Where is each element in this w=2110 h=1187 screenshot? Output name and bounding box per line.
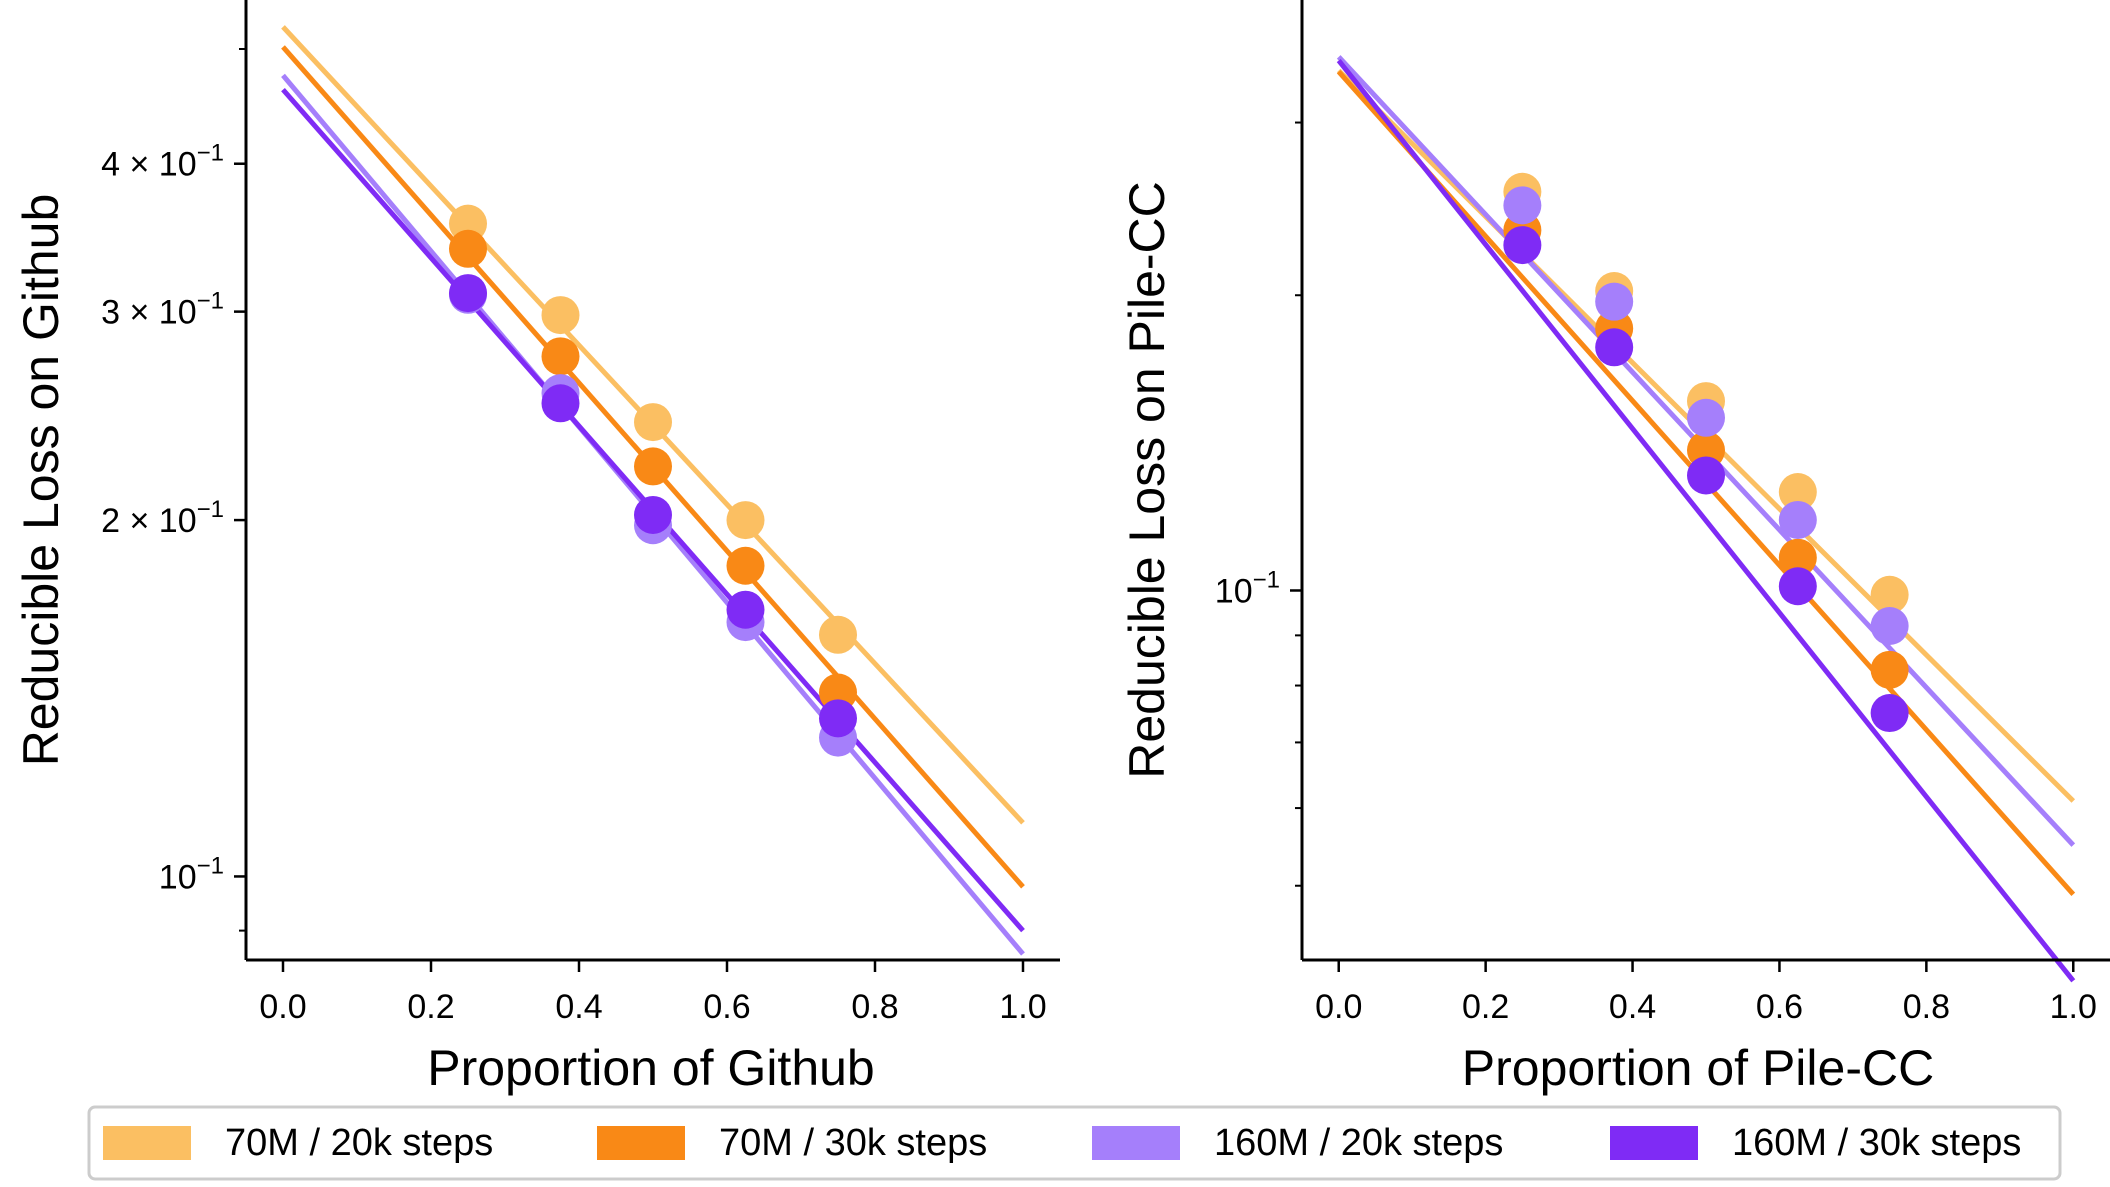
data-point-160m-30k-steps bbox=[1778, 567, 1817, 606]
x-tick-label: 0.8 bbox=[851, 988, 898, 1026]
data-point-70m-20k-steps bbox=[819, 615, 857, 654]
data-point-70m-20k-steps bbox=[634, 403, 672, 442]
data-point-70m-30k-steps bbox=[634, 447, 672, 486]
y-axis-label: Reducible Loss on Pile-CC bbox=[1119, 181, 1175, 779]
y-tick-label: 3 × 10−1 bbox=[101, 288, 224, 332]
x-tick-label: 0.6 bbox=[703, 988, 750, 1026]
x-tick-label: 0.0 bbox=[259, 988, 306, 1026]
x-tick-label: 1.0 bbox=[999, 988, 1046, 1026]
legend-label-70m-30k-steps: 70M / 30k steps bbox=[719, 1122, 987, 1164]
x-tick-label: 1.0 bbox=[2050, 988, 2097, 1026]
legend-label-160m-30k-steps: 160M / 30k steps bbox=[1732, 1122, 2021, 1164]
x-tick-label: 0.0 bbox=[1315, 988, 1362, 1026]
data-point-160m-20k-steps bbox=[1870, 607, 1909, 646]
legend-swatch-160m-30k-steps bbox=[1610, 1126, 1698, 1160]
data-point-70m-20k-steps bbox=[1870, 575, 1909, 614]
legend-label-160m-20k-steps: 160M / 20k steps bbox=[1214, 1122, 1503, 1164]
legend-frame bbox=[87, 1105, 2062, 1181]
data-point-160m-20k-steps bbox=[1778, 500, 1817, 539]
x-axis-label: Proportion of Github bbox=[427, 1040, 875, 1096]
legend-label-70m-20k-steps: 70M / 20k steps bbox=[225, 1122, 493, 1164]
data-point-160m-30k-steps bbox=[1503, 226, 1542, 265]
data-point-160m-30k-steps bbox=[449, 274, 487, 313]
data-point-160m-30k-steps bbox=[1687, 456, 1725, 495]
data-point-160m-20k-steps bbox=[1687, 398, 1725, 437]
y-tick-label: 4 × 10−1 bbox=[101, 140, 224, 184]
x-tick-label: 0.8 bbox=[1903, 988, 1950, 1026]
legend-swatch-160m-20k-steps bbox=[1092, 1126, 1180, 1160]
legend-swatch-70m-30k-steps bbox=[597, 1126, 685, 1160]
data-point-160m-30k-steps bbox=[541, 384, 580, 423]
data-point-70m-30k-steps bbox=[541, 337, 580, 376]
x-tick-label: 0.2 bbox=[407, 988, 454, 1026]
data-point-160m-30k-steps bbox=[819, 699, 857, 738]
x-axis-label: Proportion of Pile-CC bbox=[1462, 1040, 1934, 1096]
data-point-70m-30k-steps bbox=[1778, 538, 1817, 577]
x-tick-label: 0.4 bbox=[1609, 988, 1656, 1026]
pile-cc-panel: 0.0 0.2 0.4 0.6 0.8 1.0 10−1 Proportion of Pile… bbox=[1119, 0, 2110, 1096]
data-point-160m-30k-steps bbox=[726, 590, 765, 629]
legend: 70M / 20k steps 70M / 30k steps 160M / 20k… bbox=[87, 1105, 2062, 1181]
y-tick-label: 10−1 bbox=[159, 852, 224, 896]
y-tick-label: 10−1 bbox=[1215, 566, 1280, 610]
data-point-160m-30k-steps bbox=[634, 495, 672, 534]
data-point-70m-20k-steps bbox=[1778, 473, 1817, 512]
github-panel: 0.0 0.2 0.4 0.6 0.8 1.0 10−1 2 × 10−1 3 × 10−1 4 … bbox=[13, 0, 1060, 1096]
data-point-160m-30k-steps bbox=[1595, 328, 1634, 367]
x-tick-label: 0.6 bbox=[1756, 988, 1803, 1026]
legend-swatch-70m-20k-steps bbox=[103, 1126, 191, 1160]
y-axis-label: Reducible Loss on Github bbox=[13, 194, 69, 767]
data-point-70m-30k-steps bbox=[726, 546, 765, 585]
data-point-70m-20k-steps bbox=[726, 501, 765, 540]
data-point-160m-30k-steps bbox=[1870, 694, 1909, 733]
x-tick-label: 0.2 bbox=[1462, 988, 1509, 1026]
data-point-70m-30k-steps bbox=[449, 229, 487, 268]
y-tick-label: 2 × 10−1 bbox=[101, 496, 224, 540]
data-point-70m-20k-steps bbox=[541, 296, 580, 335]
fit-line-160m-30k-steps bbox=[1336, 58, 2076, 983]
data-point-70m-30k-steps bbox=[1870, 650, 1909, 689]
data-point-160m-20k-steps bbox=[1595, 282, 1634, 321]
data-point-160m-20k-steps bbox=[1503, 186, 1542, 225]
x-tick-label: 0.4 bbox=[555, 988, 602, 1026]
